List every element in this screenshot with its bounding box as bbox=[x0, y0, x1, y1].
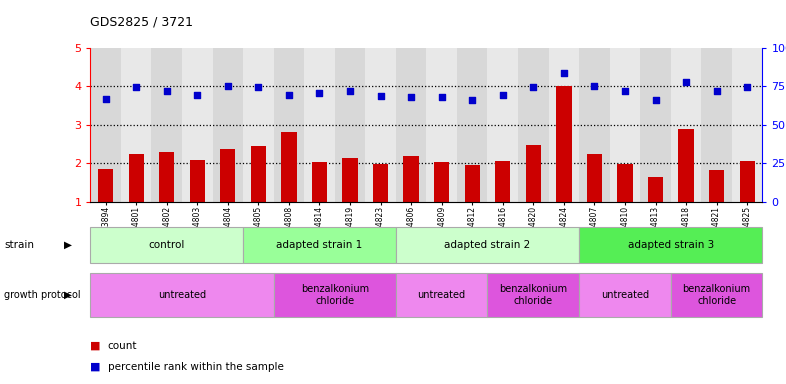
Bar bbox=[274, 48, 304, 202]
Text: adapted strain 2: adapted strain 2 bbox=[444, 240, 531, 250]
Point bbox=[649, 97, 662, 103]
Bar bbox=[617, 164, 633, 202]
Text: untreated: untreated bbox=[158, 290, 206, 300]
Text: ■: ■ bbox=[90, 341, 101, 351]
Bar bbox=[670, 273, 762, 317]
Bar bbox=[343, 158, 358, 202]
Bar bbox=[487, 48, 518, 202]
Bar bbox=[251, 146, 266, 202]
Bar bbox=[129, 154, 144, 202]
Bar bbox=[740, 161, 755, 202]
Bar bbox=[732, 48, 762, 202]
Text: untreated: untreated bbox=[417, 290, 466, 300]
Point bbox=[160, 88, 173, 94]
Bar bbox=[526, 145, 541, 202]
Point bbox=[130, 84, 142, 90]
Bar bbox=[396, 48, 427, 202]
Bar bbox=[243, 48, 274, 202]
Bar bbox=[243, 227, 396, 263]
Bar bbox=[670, 48, 701, 202]
Text: control: control bbox=[149, 240, 185, 250]
Text: benzalkonium
chloride: benzalkonium chloride bbox=[499, 284, 567, 306]
Text: adapted strain 3: adapted strain 3 bbox=[628, 240, 714, 250]
Text: percentile rank within the sample: percentile rank within the sample bbox=[108, 362, 284, 372]
Point bbox=[343, 88, 356, 94]
Bar bbox=[465, 165, 480, 202]
Point bbox=[283, 92, 296, 98]
Point bbox=[527, 84, 540, 90]
Bar bbox=[312, 162, 327, 202]
Bar bbox=[403, 156, 419, 202]
Bar bbox=[121, 48, 152, 202]
Text: ▶: ▶ bbox=[64, 240, 72, 250]
Bar bbox=[579, 273, 670, 317]
Text: benzalkonium
chloride: benzalkonium chloride bbox=[682, 284, 751, 306]
Bar bbox=[579, 227, 762, 263]
Point bbox=[313, 90, 325, 96]
Bar bbox=[556, 86, 571, 202]
Bar bbox=[304, 48, 335, 202]
Bar bbox=[90, 48, 121, 202]
Text: adapted strain 1: adapted strain 1 bbox=[277, 240, 362, 250]
Point bbox=[711, 88, 723, 94]
Bar bbox=[610, 48, 641, 202]
Bar bbox=[189, 160, 205, 202]
Point bbox=[741, 84, 754, 90]
Text: ▶: ▶ bbox=[64, 290, 72, 300]
Bar bbox=[98, 169, 113, 202]
Text: count: count bbox=[108, 341, 138, 351]
Bar bbox=[709, 170, 724, 202]
Point bbox=[680, 79, 692, 85]
Text: benzalkonium
chloride: benzalkonium chloride bbox=[301, 284, 369, 306]
Text: growth protocol: growth protocol bbox=[4, 290, 80, 300]
Point bbox=[252, 84, 265, 90]
Bar bbox=[152, 48, 182, 202]
Bar bbox=[701, 48, 732, 202]
Bar bbox=[212, 48, 243, 202]
Bar bbox=[641, 48, 670, 202]
Bar bbox=[373, 164, 388, 202]
Point bbox=[435, 94, 448, 100]
Bar bbox=[457, 48, 487, 202]
Bar bbox=[159, 152, 174, 202]
Bar bbox=[426, 48, 457, 202]
Bar bbox=[281, 132, 296, 202]
Point bbox=[497, 92, 509, 98]
Text: ■: ■ bbox=[90, 362, 101, 372]
Point bbox=[99, 96, 112, 102]
Text: untreated: untreated bbox=[601, 290, 649, 300]
Text: GDS2825 / 3721: GDS2825 / 3721 bbox=[90, 16, 193, 29]
Bar bbox=[495, 161, 510, 202]
Point bbox=[466, 97, 479, 103]
Bar bbox=[274, 273, 396, 317]
Bar bbox=[518, 48, 549, 202]
Bar bbox=[90, 227, 243, 263]
Point bbox=[405, 94, 417, 100]
Bar bbox=[396, 273, 487, 317]
Bar bbox=[579, 48, 610, 202]
Bar bbox=[648, 177, 663, 202]
Point bbox=[374, 93, 387, 99]
Text: strain: strain bbox=[4, 240, 34, 250]
Point bbox=[619, 88, 631, 94]
Bar bbox=[90, 273, 274, 317]
Bar bbox=[182, 48, 212, 202]
Bar bbox=[220, 149, 236, 202]
Point bbox=[557, 70, 570, 76]
Bar bbox=[549, 48, 579, 202]
Bar bbox=[487, 273, 579, 317]
Bar bbox=[396, 227, 579, 263]
Bar bbox=[434, 162, 450, 202]
Point bbox=[191, 92, 204, 98]
Bar bbox=[587, 154, 602, 202]
Point bbox=[222, 83, 234, 89]
Bar bbox=[678, 129, 694, 202]
Point bbox=[588, 83, 601, 89]
Bar bbox=[365, 48, 396, 202]
Bar bbox=[335, 48, 365, 202]
